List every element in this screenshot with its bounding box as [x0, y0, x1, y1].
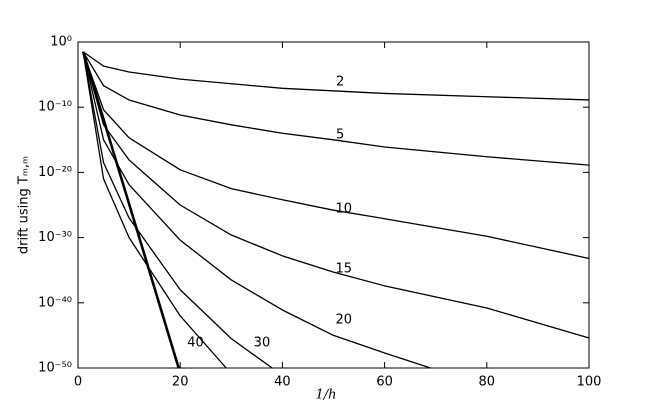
x-tick-label: 100 [577, 375, 602, 390]
curve [81, 51, 180, 369]
x-tick-label: 60 [376, 375, 393, 390]
curve-label: 40 [187, 336, 204, 351]
curve [82, 51, 590, 166]
plot-frame [77, 41, 590, 369]
curve-label: 30 [254, 336, 271, 351]
curve-label: 15 [335, 261, 352, 276]
x-tick-label: 20 [172, 375, 189, 390]
curve-label: 2 [336, 74, 344, 89]
curve-label: 20 [335, 312, 352, 327]
curve-label: 5 [336, 128, 344, 143]
y-tick-label: 10⁰ [50, 35, 72, 50]
curve [82, 51, 590, 260]
x-tick-label: 40 [274, 375, 291, 390]
y-tick-label: 10⁻⁵⁰ [38, 361, 72, 376]
y-tick-label: 10⁻⁴⁰ [38, 295, 72, 310]
curve [82, 51, 590, 101]
curve [82, 51, 227, 369]
x-tick-label: 80 [479, 375, 496, 390]
x-tick-label: 0 [74, 375, 82, 390]
y-tick-label: 10⁻³⁰ [38, 230, 72, 245]
y-axis-label: drift using Tₘ,ₘ [17, 156, 32, 254]
y-tick-label: 10⁻¹⁰ [38, 100, 72, 115]
curve [82, 51, 590, 339]
curve [82, 51, 431, 369]
curve [82, 51, 273, 369]
y-tick-label: 10⁻²⁰ [38, 165, 72, 180]
x-axis-label: 1/h [315, 388, 336, 403]
curve-label: 10 [335, 201, 352, 216]
